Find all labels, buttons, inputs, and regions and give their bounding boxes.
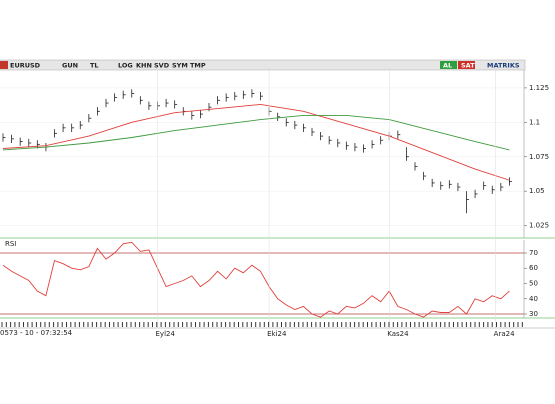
x-tick-label: Kas24 [387, 330, 409, 338]
y-tick-label: 1.05 [529, 187, 545, 195]
x-tick-label: Eki24 [267, 330, 287, 338]
symbol[interactable]: EURUSD [10, 62, 41, 70]
indicator-line [2, 241, 510, 318]
y-tick-label: 40 [529, 295, 538, 303]
action-bg [440, 61, 457, 69]
indicator-line [2, 103, 510, 181]
y-tick-label: 1.1 [529, 118, 540, 126]
toolbar-button[interactable]: SYM [172, 62, 188, 70]
toolbar-button[interactable]: SVD [154, 62, 170, 70]
y-tick-label: 50 [529, 280, 538, 288]
toolbar [0, 59, 526, 71]
y-tick-label: 1.075 [529, 153, 549, 161]
indicator-line [2, 114, 510, 151]
status-text: 0573 - 10 - 07:32:54 [0, 329, 73, 337]
action-bg [458, 61, 475, 69]
y-tick-label: 60 [529, 264, 538, 272]
toolbar-button[interactable]: TL [90, 62, 99, 70]
toolbar-button[interactable]: TMP [190, 62, 206, 70]
toolbar-button[interactable]: LOG [118, 62, 133, 70]
toolbar-button[interactable]: GUN [62, 62, 78, 70]
y-tick-label: 30 [529, 310, 538, 318]
toolbar-button[interactable]: KHN [136, 62, 152, 70]
brand: MATRIKS [487, 62, 520, 70]
y-tick-label: 1.125 [529, 84, 549, 92]
x-tick-label: Ara24 [494, 330, 515, 338]
y-tick-label: 1.025 [529, 222, 549, 230]
x-tick-label: Eyl24 [156, 330, 176, 338]
flag-icon [0, 61, 8, 69]
y-tick-label: 70 [529, 249, 538, 257]
indicator-title: RSI [5, 240, 16, 248]
action-button[interactable]: SAT [461, 62, 475, 70]
action-button[interactable]: AL [443, 62, 452, 70]
